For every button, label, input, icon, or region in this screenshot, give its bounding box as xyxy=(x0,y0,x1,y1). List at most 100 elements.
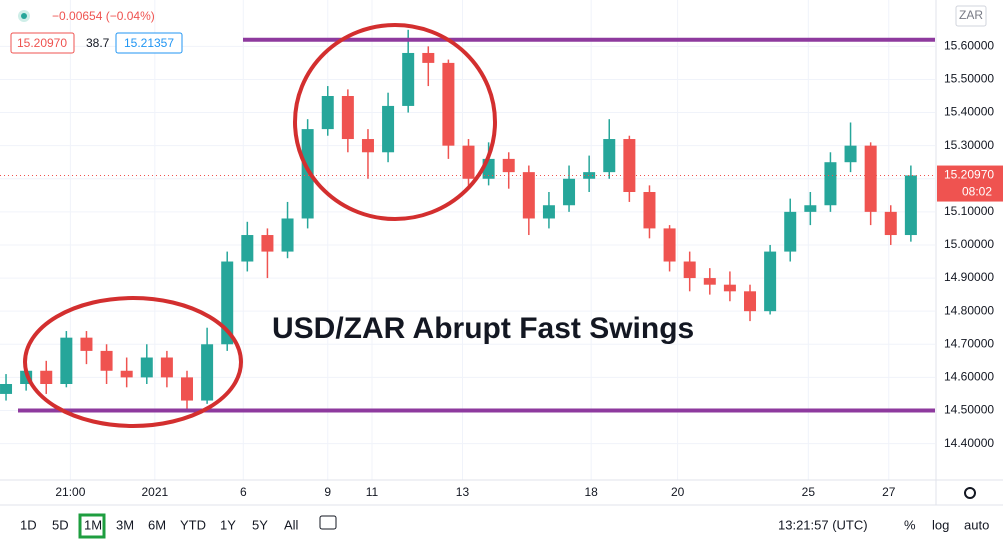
highlight-ellipse xyxy=(23,296,243,428)
last-price-box xyxy=(937,165,1003,202)
candle-body xyxy=(120,370,133,378)
candle-body xyxy=(382,105,395,153)
ask: 15.21357 xyxy=(124,36,174,50)
candle-body xyxy=(361,139,374,153)
x-tick-label: 11 xyxy=(366,485,379,499)
annotation: USD/ZAR Abrupt Fast Swings xyxy=(272,312,694,345)
y-tick-label: 15.30000 xyxy=(944,138,994,152)
y-tick-label: 14.50000 xyxy=(944,403,994,417)
candle-body xyxy=(824,162,837,206)
ask-box[interactable] xyxy=(115,32,183,54)
candle-body xyxy=(281,218,294,252)
x-tick-label: 2021 xyxy=(141,485,168,499)
candle-body xyxy=(402,52,415,106)
range-button[interactable]: YTD xyxy=(180,517,206,532)
candle-body xyxy=(140,357,153,378)
spread: 38.7 xyxy=(86,36,110,50)
candle-body xyxy=(181,377,193,401)
candle-body xyxy=(422,52,435,63)
candle-body xyxy=(583,172,596,179)
y-tick-label: 14.90000 xyxy=(944,270,994,284)
toolbar: 1D 5D 1M 3M 6M YTD 1Y 5Y All xyxy=(20,513,299,539)
x-tick-label: 25 xyxy=(802,485,816,499)
clock: 13:21:57 (UTC) xyxy=(778,517,868,532)
y-tick-label: 14.40000 xyxy=(944,436,994,450)
range-button[interactable]: 1D xyxy=(20,517,37,532)
y-tick-label: 15.40000 xyxy=(944,105,994,119)
range-button[interactable]: 6M xyxy=(148,517,166,532)
candle-body xyxy=(80,337,93,351)
candle-body xyxy=(723,284,736,292)
range-button[interactable]: 5D xyxy=(52,517,69,532)
currency-box xyxy=(955,5,987,27)
candle-body xyxy=(522,172,535,219)
candles xyxy=(0,29,917,411)
candle-body xyxy=(341,96,354,140)
candle-body xyxy=(462,145,475,179)
candle-body xyxy=(542,205,555,219)
candle-body xyxy=(201,344,214,401)
candle-body xyxy=(623,139,636,192)
candle-body xyxy=(241,235,254,262)
candle-body xyxy=(60,337,73,384)
x-tick-label: 13 xyxy=(456,485,470,499)
candle-body xyxy=(160,357,173,378)
currency: ZAR xyxy=(959,8,983,22)
active-range xyxy=(78,513,106,539)
compare-icon[interactable] xyxy=(319,515,337,530)
x-tick-label: 21:00 xyxy=(55,485,85,499)
x-tick-label: 20 xyxy=(671,485,685,499)
y-tick-label: 15.00000 xyxy=(944,237,994,251)
range-button[interactable]: All xyxy=(284,517,299,532)
x-tick-label: 6 xyxy=(240,485,247,499)
overlays xyxy=(0,37,935,413)
candle-body xyxy=(563,178,576,206)
countdown: 08:02 xyxy=(962,185,992,199)
candle-body xyxy=(100,350,113,371)
candle-body xyxy=(764,251,777,312)
candle-body xyxy=(643,192,656,229)
log-button[interactable]: log xyxy=(932,517,949,532)
candle-body xyxy=(864,145,877,212)
candle-body xyxy=(321,96,334,130)
y-tick-label: 14.70000 xyxy=(944,336,994,350)
y-tick-label: 15.10000 xyxy=(944,204,994,218)
grid xyxy=(0,0,935,480)
candle-body xyxy=(703,278,716,285)
candle-body xyxy=(40,370,53,384)
change: −0.00654 (−0.04%) xyxy=(52,9,155,23)
candle-body xyxy=(844,145,857,163)
bid: 15.20970 xyxy=(17,36,67,50)
candle-body xyxy=(442,62,455,146)
candle-body xyxy=(884,211,897,236)
bid-box[interactable] xyxy=(10,32,75,54)
percent-button[interactable]: % xyxy=(904,517,916,532)
x-tick-label: 9 xyxy=(324,485,331,499)
range-button[interactable]: 1M xyxy=(84,517,102,532)
range-button[interactable]: 5Y xyxy=(252,517,268,532)
candle-body xyxy=(301,129,314,219)
y-tick-label: 14.60000 xyxy=(944,370,994,384)
auto-button[interactable]: auto xyxy=(964,517,989,532)
x-tick-label: 27 xyxy=(882,485,896,499)
range-button[interactable]: 3M xyxy=(116,517,134,532)
settings-icon[interactable] xyxy=(964,487,976,499)
y-tick-label: 15.50000 xyxy=(944,72,994,86)
candle-body xyxy=(784,211,797,252)
axes: 14.40000 14.50000 14.60000 14.70000 14.80000… xyxy=(55,39,1003,499)
candle-body xyxy=(0,384,13,394)
candle-body xyxy=(744,291,757,312)
candle-body xyxy=(683,261,696,279)
candle-body xyxy=(904,175,917,236)
candle-body xyxy=(663,228,676,262)
range-button[interactable]: 1Y xyxy=(220,517,236,532)
candle-body xyxy=(502,158,515,173)
candle-body xyxy=(221,261,234,345)
x-tick-label: 18 xyxy=(584,485,598,499)
status-dot xyxy=(21,13,27,19)
y-tick-label: 15.60000 xyxy=(944,39,994,53)
y-tick-label: 14.80000 xyxy=(944,303,994,317)
